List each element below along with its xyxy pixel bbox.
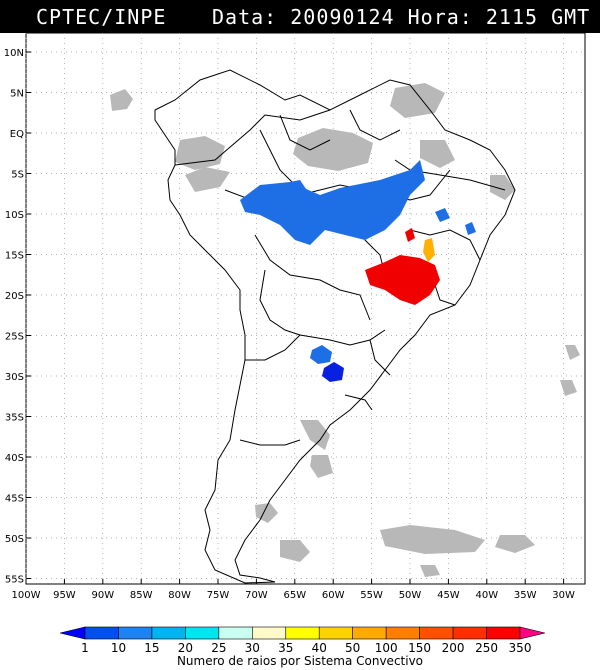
lon-tick-label: 100W [12, 590, 41, 601]
source-label: CPTEC/INPE [36, 5, 167, 29]
longitude-labels: 100W 95W 90W 85W 80W 75W 70W 65W 60W 55W 50W 45W 40W… [12, 590, 576, 601]
datetime-label: Data: 20090124 Hora: 2115 GMT [212, 5, 591, 29]
lon-tick-label: 95W [53, 590, 76, 601]
lon-tick-label: 70W [245, 590, 268, 601]
lat-tick-label: 10S [5, 210, 24, 221]
legend-title: Numero de raios por Sistema Convectivo [176, 654, 424, 668]
header-bar: CPTEC/INPE Data: 20090124 Hora: 2115 GMT [0, 0, 600, 33]
lat-tick-label: 25S [5, 332, 24, 343]
paraguay-dark-blue [322, 362, 344, 382]
colorbar-label: 100 [375, 641, 398, 655]
colorbar-label: 25 [211, 641, 226, 655]
colorbar-label: 10 [111, 641, 126, 655]
amazon-blue-cluster [240, 160, 425, 245]
colorbar-segment [285, 626, 320, 640]
amazon-blue-west [275, 180, 310, 205]
colorbar-segment [318, 626, 353, 640]
colorbar-label: 50 [345, 641, 360, 655]
colorbar [59, 626, 546, 640]
lat-tick-label: 45S [5, 494, 24, 505]
colorbar-labels: 1 10 15 20 25 30 35 40 50 100 150 200 250 350 [81, 641, 531, 655]
lon-tick-label: 80W [168, 590, 191, 601]
colorbar-segment [452, 626, 487, 640]
lon-tick-label: 30W [552, 590, 575, 601]
lon-tick-label: 75W [207, 590, 230, 601]
colorbar-segment [118, 626, 153, 640]
lat-tick-label: 5N [10, 89, 24, 100]
colorbar-label: 350 [509, 641, 532, 655]
lat-tick-label: 35S [5, 413, 24, 424]
cloud-areas [110, 83, 580, 577]
lon-tick-label: 40W [475, 590, 498, 601]
colorbar-segment [218, 626, 253, 640]
colorbar-label: 35 [278, 641, 293, 655]
latitude-labels: 10N 5N EQ 5S 10S 15S 20S 25S 30S 35S 40S 45S 50S 55S [4, 48, 24, 586]
lat-tick-label: 5S [11, 170, 24, 181]
lat-tick-label: 40S [5, 453, 24, 464]
colorbar-segment [419, 626, 454, 640]
small-blue-cell-east2 [465, 222, 476, 235]
red-spot-north [405, 228, 415, 242]
colorbar-label: 150 [408, 641, 431, 655]
graticule [25, 33, 585, 584]
colorbar-label: 40 [312, 641, 327, 655]
colorbar-label: 15 [144, 641, 159, 655]
map-frame [25, 32, 586, 585]
colorbar-label: 30 [245, 641, 260, 655]
convective-systems [240, 160, 476, 382]
colorbar-segment [252, 626, 287, 640]
southeast-red-cluster [365, 255, 440, 305]
colorbar-segment [486, 626, 521, 640]
lat-tick-label: 10N [4, 48, 24, 59]
lat-tick-label: 15S [5, 251, 24, 262]
small-blue-cell-east [435, 208, 450, 222]
lon-tick-label: 50W [399, 590, 422, 601]
colorbar-label: 200 [442, 641, 465, 655]
colorbar-segment [185, 626, 220, 640]
colorbar-segment [84, 626, 119, 640]
colorbar-segment [352, 626, 387, 640]
paraguay-blue-cell [310, 345, 332, 364]
lon-tick-label: 65W [283, 590, 306, 601]
lat-tick-label: 50S [5, 534, 24, 545]
lat-tick-label: EQ [10, 129, 24, 140]
lon-tick-label: 55W [360, 590, 383, 601]
lat-tick-label: 30S [5, 372, 24, 383]
colorbar-right-arrow [519, 626, 546, 640]
lon-tick-label: 85W [130, 590, 153, 601]
colorbar-segment [151, 626, 186, 640]
colorbar-segment [385, 626, 420, 640]
colorbar-label: 250 [475, 641, 498, 655]
colorbar-label: 1 [81, 641, 89, 655]
lat-tick-label: 55S [5, 575, 24, 586]
colorbar-label: 20 [178, 641, 193, 655]
lon-tick-label: 90W [91, 590, 114, 601]
colorbar-left-arrow [59, 626, 86, 640]
lon-tick-label: 45W [437, 590, 460, 601]
orange-cell [423, 238, 435, 262]
lon-tick-label: 35W [514, 590, 537, 601]
lat-tick-label: 20S [5, 291, 24, 302]
lon-tick-label: 60W [322, 590, 345, 601]
